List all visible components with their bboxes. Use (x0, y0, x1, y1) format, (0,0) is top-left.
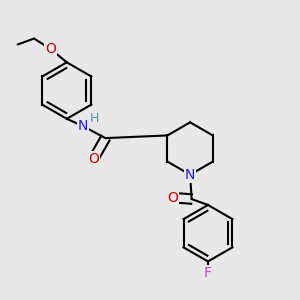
Text: F: F (204, 266, 212, 280)
Text: N: N (185, 168, 195, 182)
Text: N: N (78, 119, 88, 133)
Text: O: O (167, 190, 178, 205)
Text: O: O (45, 42, 56, 56)
Text: O: O (88, 152, 99, 166)
Text: H: H (90, 112, 99, 125)
